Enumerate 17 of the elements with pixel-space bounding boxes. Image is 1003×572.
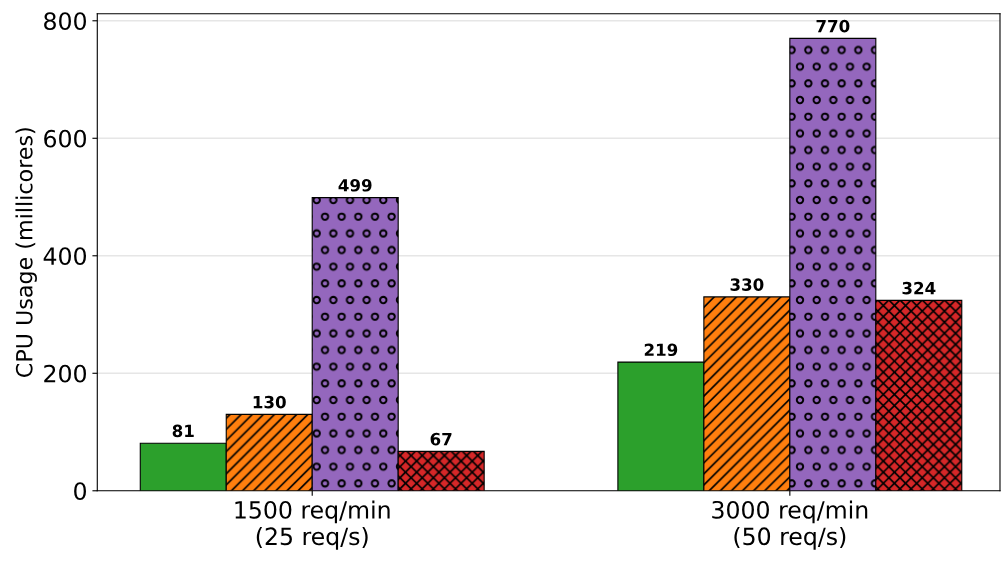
data-label: 219 [644, 343, 678, 357]
y-tick-label: 0 [74, 482, 86, 501]
y-tick-label: 800 [44, 12, 86, 31]
y-axis-title: CPU Usage (millicores) [15, 128, 37, 377]
x-tick-label: 3000 req/min (50 req/s) [712, 500, 868, 550]
data-label: 81 [172, 424, 194, 438]
data-label: 330 [730, 278, 764, 291]
x-tick-label: 1500 req/min (25 req/s) [235, 500, 390, 550]
data-label: 67 [430, 432, 452, 446]
data-label: 130 [253, 395, 286, 409]
bar [139, 442, 227, 491]
data-label: 499 [338, 179, 372, 192]
data-label: 770 [816, 19, 850, 33]
y-tick-label: 600 [44, 129, 86, 148]
y-tick-label: 400 [43, 247, 86, 266]
data-label: 324 [902, 281, 936, 295]
y-tick-label: 200 [44, 364, 86, 383]
